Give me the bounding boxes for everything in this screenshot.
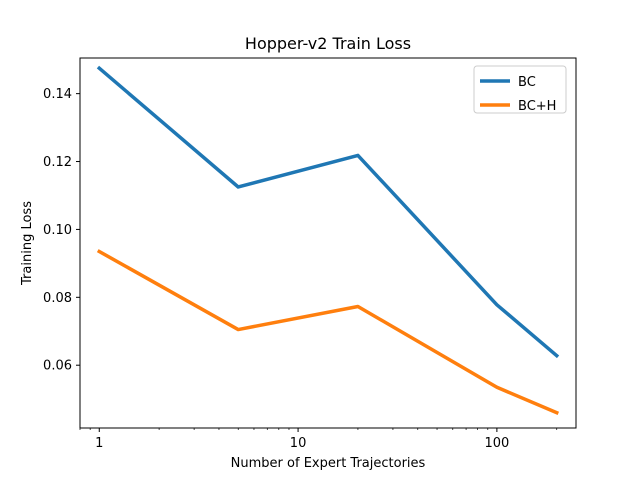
x-tick-label: 10 <box>290 436 307 451</box>
x-tick-label: 100 <box>484 436 509 451</box>
x-axis-ticks: 1 10 100 <box>79 428 558 451</box>
series-line-0 <box>96 65 560 359</box>
y-tick-label: 0.12 <box>43 155 72 170</box>
y-axis-ticks: 0.06 0.08 0.10 0.12 0.14 <box>43 87 80 374</box>
y-tick-label: 0.06 <box>43 359 72 374</box>
x-tick-label: 1 <box>95 436 103 451</box>
legend-box <box>473 65 567 114</box>
y-axis-title: Training Loss <box>20 201 35 286</box>
series-line-1 <box>96 249 560 416</box>
x-axis-title: Number of Expert Trajectories <box>231 456 426 471</box>
y-tick-label: 0.08 <box>43 291 72 306</box>
legend-label-1: BC+H <box>518 99 556 114</box>
plot-lines <box>96 65 560 416</box>
axes-frame <box>79 57 577 429</box>
chart-title: Hopper-v2 Train Loss <box>245 34 411 53</box>
legend-label-0: BC <box>518 75 536 90</box>
legend: BC BC+H <box>473 65 567 114</box>
y-tick-label: 0.10 <box>43 223 72 238</box>
y-tick-label: 0.14 <box>43 87 72 102</box>
